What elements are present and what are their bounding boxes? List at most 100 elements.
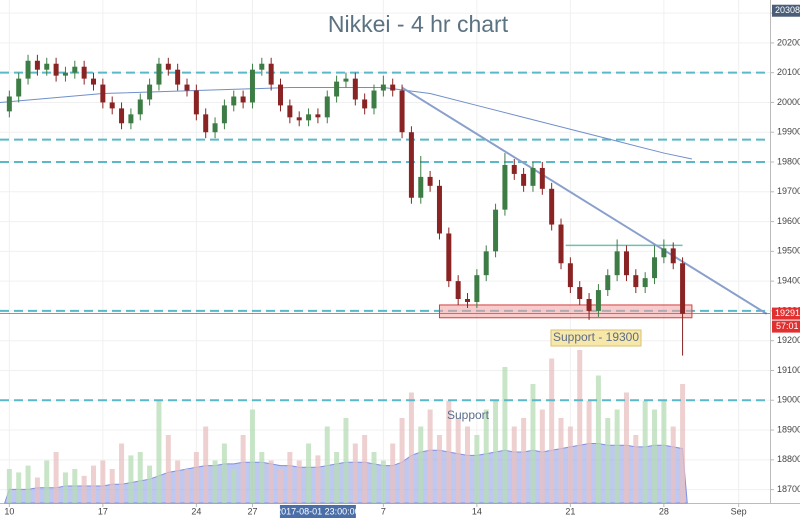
candle-body bbox=[128, 114, 134, 124]
candle-body bbox=[661, 248, 667, 258]
last-price-box bbox=[772, 307, 800, 320]
moving-average bbox=[0, 87, 693, 160]
candle-body bbox=[399, 90, 405, 133]
x-tick-label: 7 bbox=[381, 506, 386, 516]
candle-body bbox=[343, 78, 349, 82]
volume-bar bbox=[278, 469, 284, 503]
candle-body bbox=[446, 233, 452, 282]
volume-bar bbox=[436, 435, 442, 503]
candle-body bbox=[53, 63, 59, 76]
candle-body bbox=[539, 167, 545, 189]
high-marker-box bbox=[772, 4, 800, 17]
volume-bar bbox=[287, 452, 293, 503]
candle-body bbox=[62, 72, 68, 76]
volume-bar bbox=[680, 384, 686, 503]
volume-bar bbox=[399, 418, 405, 503]
candle-body bbox=[549, 188, 555, 225]
candle-body bbox=[221, 105, 227, 124]
volume-bar bbox=[231, 469, 237, 503]
candle-body bbox=[455, 281, 461, 300]
volume-bar bbox=[474, 435, 480, 503]
candle-body bbox=[184, 84, 190, 91]
candle-body bbox=[362, 99, 368, 109]
volume-bar bbox=[259, 452, 265, 503]
volume-bar bbox=[240, 435, 246, 503]
volume-bar bbox=[586, 401, 592, 503]
y-tick-label: 18700 bbox=[777, 484, 800, 494]
candle-body bbox=[6, 96, 12, 112]
volume-bar bbox=[128, 455, 134, 503]
candle-body bbox=[306, 114, 312, 121]
candle-body bbox=[483, 251, 489, 276]
volume-bar bbox=[577, 350, 583, 503]
volume-bar bbox=[221, 443, 227, 503]
candle-body bbox=[474, 275, 480, 302]
y-tick-label: 18900 bbox=[777, 424, 800, 434]
countdown-box bbox=[772, 320, 800, 333]
volume-bar bbox=[446, 401, 452, 503]
volume-bar bbox=[193, 452, 199, 503]
volume-bar bbox=[418, 426, 424, 503]
candle-body bbox=[240, 96, 246, 103]
x-tick-label: 14 bbox=[472, 506, 482, 516]
candle-body bbox=[165, 63, 171, 70]
volume-bar bbox=[670, 426, 676, 503]
annotation: Support - 19300 bbox=[553, 330, 639, 344]
volume-bar bbox=[147, 465, 153, 503]
candle-body bbox=[16, 78, 22, 97]
volume-bar bbox=[91, 465, 97, 503]
volume-bar bbox=[633, 435, 639, 503]
volume-bar bbox=[371, 452, 377, 503]
candle-body bbox=[642, 278, 648, 288]
y-tick-label: 19100 bbox=[777, 365, 800, 375]
y-tick-label: 19000 bbox=[777, 395, 800, 405]
y-tick-label: 20100 bbox=[777, 67, 800, 77]
volume-bar bbox=[642, 401, 648, 503]
annotation-box bbox=[550, 329, 642, 347]
x-tick-label: 27 bbox=[247, 506, 257, 516]
volume-bar bbox=[137, 452, 143, 503]
volume-bar bbox=[184, 469, 190, 503]
candle-body bbox=[408, 132, 414, 198]
volume-bar bbox=[483, 409, 489, 503]
volume-bar bbox=[595, 375, 601, 503]
candle-body bbox=[119, 108, 125, 124]
high-marker-label: 20308 bbox=[775, 5, 800, 15]
volume-bar bbox=[427, 409, 433, 503]
volume-bar bbox=[16, 472, 22, 503]
candle-body bbox=[595, 290, 601, 311]
candle-body bbox=[352, 78, 358, 100]
candle-body bbox=[156, 63, 162, 85]
volume-bar bbox=[380, 460, 386, 503]
candle-body bbox=[44, 63, 50, 70]
candle-body bbox=[465, 299, 471, 302]
volume-bar bbox=[530, 384, 536, 503]
candle-body bbox=[427, 176, 433, 186]
candle-body bbox=[72, 66, 78, 73]
x-tick-label: 17 bbox=[98, 506, 108, 516]
y-tick-label: 20000 bbox=[777, 97, 800, 107]
volume-bar bbox=[306, 443, 312, 503]
candle-body bbox=[324, 96, 330, 118]
volume-bar bbox=[493, 401, 499, 503]
volume-bar bbox=[558, 418, 564, 503]
volume-bar bbox=[652, 409, 658, 503]
candle-body bbox=[605, 275, 611, 291]
candle-body bbox=[334, 81, 340, 97]
x-tick-label: 10 bbox=[4, 506, 14, 516]
volume-bar bbox=[343, 418, 349, 503]
support-zone bbox=[438, 304, 693, 319]
volume-bar bbox=[362, 435, 368, 503]
candle-body bbox=[493, 209, 499, 252]
candle-body bbox=[652, 257, 658, 279]
candle-body bbox=[175, 69, 181, 85]
volume-bar bbox=[661, 401, 667, 503]
volume-bar bbox=[465, 426, 471, 503]
volume-bar bbox=[605, 418, 611, 503]
x-tick-label: Sep bbox=[731, 506, 747, 516]
candle-body bbox=[371, 90, 377, 109]
candle-body bbox=[100, 84, 106, 103]
candle-body bbox=[577, 287, 583, 300]
volume-bar bbox=[315, 455, 321, 503]
